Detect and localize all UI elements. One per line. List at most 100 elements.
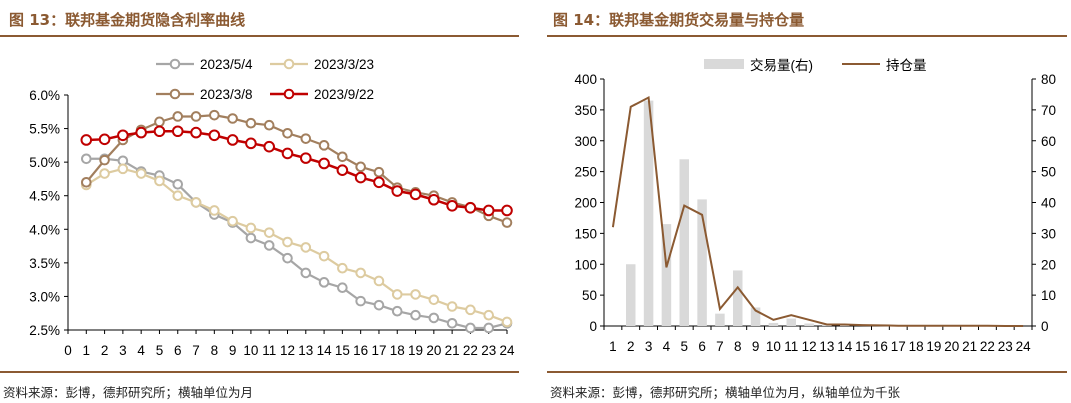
left-series-point — [483, 322, 495, 334]
right-left-y-tick-label: 350 — [574, 103, 597, 118]
left-series-point — [337, 282, 348, 293]
left-series-point — [172, 179, 184, 190]
right-left-y-tick-label: 50 — [582, 288, 597, 303]
right-volume-bar — [715, 313, 725, 326]
left-series-point — [153, 125, 166, 138]
right-volume-bar — [840, 325, 850, 326]
left-series-point — [299, 152, 312, 164]
left-legend-label: 2023/3/8 — [200, 87, 253, 102]
left-series-point — [409, 188, 422, 201]
right-x-tick-label: 7 — [716, 339, 724, 354]
right-x-tick-label: 22 — [980, 339, 995, 354]
right-volume-bar — [786, 318, 796, 326]
right-x-tick-label: 9 — [752, 339, 760, 354]
left-series-point — [135, 168, 147, 179]
right-x-tick-label: 21 — [962, 339, 977, 354]
left-series-point — [410, 289, 421, 300]
left-x-tick-label: 3 — [119, 343, 127, 358]
left-series-point — [80, 153, 92, 165]
left-y-tick-label: 6.0% — [29, 88, 60, 103]
left-series-point — [282, 127, 293, 139]
left-series-point — [336, 164, 349, 176]
left-x-tick-label: 24 — [499, 343, 515, 358]
right-legend-label: 交易量(右) — [750, 57, 813, 73]
left-x-tick-label: 1 — [83, 343, 91, 358]
left-series-line — [85, 167, 508, 323]
left-legend-label: 2023/9/22 — [314, 87, 374, 102]
right-left-y-tick-label: 400 — [574, 72, 597, 87]
left-series-point — [428, 294, 440, 306]
left-series-point — [501, 217, 513, 228]
right-legend-entry: 持仓量 — [842, 58, 927, 73]
left-series-point — [300, 242, 312, 253]
left-series-point — [117, 129, 129, 142]
left-series-point — [464, 202, 477, 214]
left-legend-entry: 2023/5/4 — [156, 57, 253, 72]
left-legend-label: 2023/3/23 — [314, 57, 374, 72]
left-series-point — [446, 317, 458, 329]
right-legend-entry: 交易量(右) — [704, 57, 813, 73]
left-series-point — [80, 176, 92, 188]
right-x-tick-label: 10 — [766, 339, 781, 354]
left-legend-marker — [283, 58, 295, 70]
left-series-point — [300, 133, 312, 144]
right-left-y-tick-label: 0 — [589, 319, 597, 334]
left-series-point — [98, 133, 111, 146]
left-series-point — [282, 236, 293, 248]
left-series-point — [373, 166, 385, 178]
left-y-tick-label: 4.0% — [29, 222, 60, 237]
right-volume-bar — [643, 100, 654, 326]
right-title-rule — [547, 35, 1067, 37]
left-x-tick-label: 0 — [64, 343, 72, 358]
left-series-point — [226, 134, 239, 146]
left-series-point — [263, 140, 276, 153]
right-x-tick-label: 24 — [1016, 339, 1032, 354]
left-legend-marker — [283, 88, 295, 100]
left-series-point — [501, 316, 513, 328]
left-series-point — [410, 309, 421, 321]
right-right-y-tick-label: 80 — [1041, 72, 1056, 87]
left-x-tick-label: 16 — [353, 343, 368, 358]
left-x-tick-label: 4 — [137, 343, 145, 358]
left-y-tick-label: 2.5% — [29, 323, 60, 338]
left-series-point — [172, 111, 184, 122]
left-legend-entry: 2023/3/23 — [270, 57, 374, 72]
left-series-point — [154, 175, 165, 187]
right-x-tick-label: 5 — [680, 339, 688, 354]
left-series-point — [190, 197, 202, 208]
left-y-tick-label: 3.0% — [29, 289, 60, 304]
left-series-point — [263, 240, 275, 251]
right-x-tick-label: 15 — [855, 339, 870, 354]
left-x-tick-label: 13 — [298, 343, 313, 358]
left-series-point — [227, 113, 238, 124]
left-x-tick-label: 15 — [335, 343, 350, 358]
right-source-note: 资料来源：彭博，德邦研究所；横轴单位为月，纵轴单位为千张 — [550, 385, 901, 400]
left-y-tick-label: 3.5% — [29, 256, 60, 271]
left-x-tick-label: 21 — [445, 343, 460, 358]
left-series-point — [209, 205, 220, 216]
left-series-point — [99, 168, 110, 179]
right-x-tick-label: 2 — [627, 339, 635, 354]
left-series-point — [245, 117, 257, 129]
right-x-tick-label: 16 — [873, 339, 888, 354]
right-right-y-tick-label: 10 — [1041, 288, 1056, 303]
right-left-y-tick-label: 300 — [574, 134, 597, 149]
left-x-tick-label: 20 — [426, 343, 441, 358]
left-series-point — [391, 289, 403, 300]
left-legend-entry: 2023/3/8 — [156, 87, 253, 102]
right-volume-bar — [768, 322, 779, 326]
left-series-point — [281, 147, 294, 160]
left-legend-marker — [169, 58, 181, 70]
left-series-point — [172, 190, 184, 202]
left-x-tick-label: 19 — [408, 343, 423, 358]
right-x-tick-label: 8 — [734, 339, 742, 354]
left-series-point — [373, 299, 385, 311]
left-chart-title: 图 13：联邦基金期货隐含利率曲线 — [9, 11, 246, 29]
left-title-rule — [0, 35, 519, 37]
right-x-tick-label: 14 — [837, 339, 853, 354]
left-series-point — [483, 309, 495, 321]
left-series-point — [501, 204, 513, 217]
left-series-point — [391, 305, 403, 317]
left-series-point — [373, 275, 385, 287]
right-x-tick-label: 4 — [663, 339, 671, 354]
